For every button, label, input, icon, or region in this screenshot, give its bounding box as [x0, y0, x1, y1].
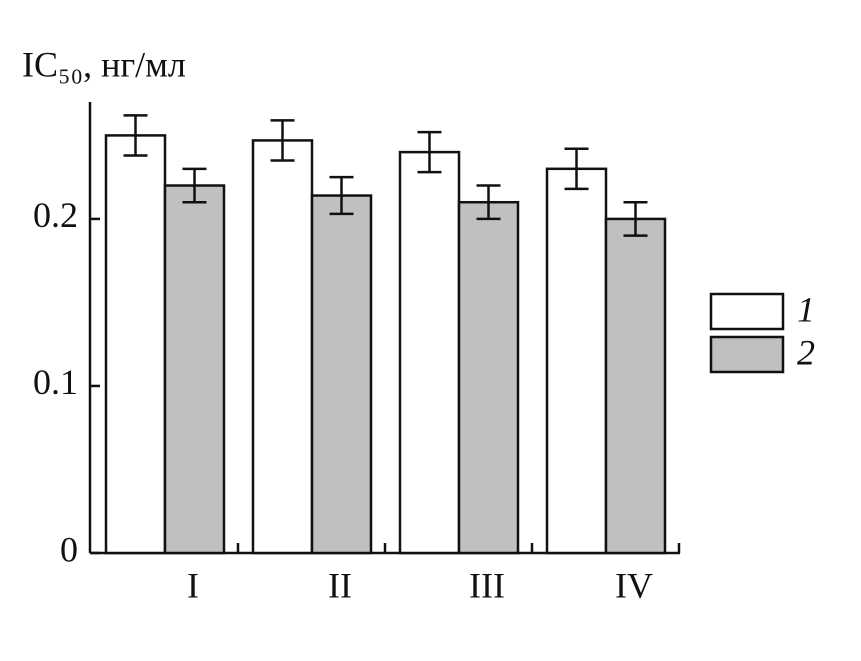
bar — [104, 134, 167, 555]
bar — [310, 194, 373, 555]
y-tick-label: 0 — [60, 529, 78, 569]
bar — [545, 167, 608, 555]
bar — [163, 184, 226, 555]
legend-label: 2 — [797, 332, 815, 372]
error-bar — [417, 130, 442, 174]
error-bar — [182, 167, 207, 204]
bar — [457, 200, 520, 555]
error-bar — [329, 175, 354, 216]
y-tick-label: 0.2 — [33, 195, 78, 235]
bar — [251, 139, 314, 555]
legend-label: 1 — [797, 289, 815, 329]
error-bar — [476, 184, 501, 221]
legend-swatch — [709, 335, 785, 374]
y-tick-label: 0.1 — [33, 362, 78, 402]
x-tick-label: I — [187, 565, 199, 605]
x-tick-label: IV — [615, 565, 653, 605]
legend-swatch — [709, 292, 785, 331]
error-bar — [123, 114, 148, 157]
x-tick-label: III — [469, 565, 505, 605]
error-bar — [564, 147, 589, 191]
x-tick-label: II — [328, 565, 352, 605]
y-axis-label: IC₅₀, нг/мл — [22, 44, 186, 84]
error-bar — [270, 119, 295, 162]
bar — [398, 150, 461, 555]
bar — [604, 217, 667, 555]
error-bar — [623, 200, 648, 237]
